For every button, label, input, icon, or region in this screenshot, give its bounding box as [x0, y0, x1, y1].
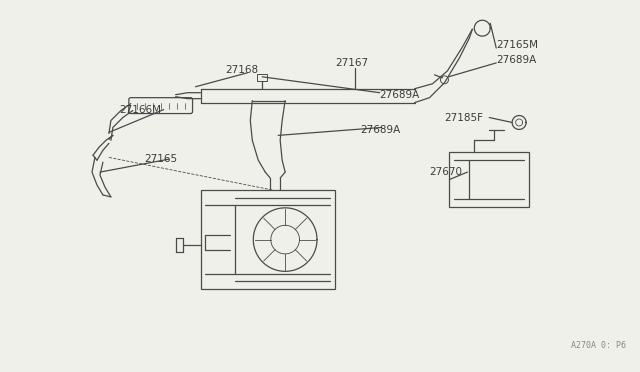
- Bar: [257, 74, 268, 81]
- Text: 27165M: 27165M: [496, 40, 538, 50]
- Text: 27167: 27167: [335, 58, 368, 68]
- Bar: [200, 190, 335, 289]
- Text: 27168: 27168: [225, 65, 259, 75]
- Text: 27689A: 27689A: [496, 55, 536, 65]
- Text: 27670: 27670: [429, 167, 463, 177]
- Text: 27185F: 27185F: [444, 112, 483, 122]
- Text: 27166M: 27166M: [119, 105, 161, 115]
- Text: 27165: 27165: [144, 154, 177, 164]
- Text: A270A 0: P6: A270A 0: P6: [572, 341, 627, 350]
- Bar: [449, 152, 529, 207]
- Text: 27689A: 27689A: [380, 90, 420, 100]
- Text: 27689A: 27689A: [360, 125, 400, 135]
